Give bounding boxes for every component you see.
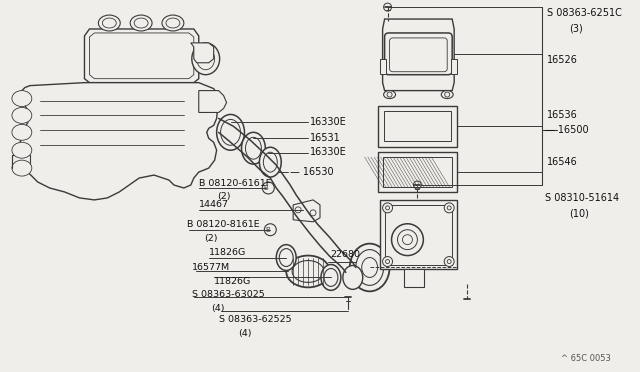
Text: S 08310-51614: S 08310-51614 (545, 193, 619, 203)
Ellipse shape (217, 115, 244, 150)
Polygon shape (12, 155, 30, 168)
Circle shape (262, 182, 275, 194)
Bar (404, 269, 424, 287)
Circle shape (444, 203, 454, 213)
Ellipse shape (130, 15, 152, 31)
Text: 16526: 16526 (547, 55, 577, 65)
Text: B: B (265, 227, 269, 233)
Polygon shape (293, 200, 320, 222)
Text: S 08363-6251C: S 08363-6251C (547, 8, 621, 18)
Text: ^ 65C 0053: ^ 65C 0053 (561, 355, 611, 363)
Text: — 16530: — 16530 (290, 167, 334, 177)
Bar (380, 59, 385, 74)
Circle shape (264, 224, 276, 236)
Text: 11826G: 11826G (214, 277, 251, 286)
Text: 16577M: 16577M (192, 263, 230, 272)
Text: 16536: 16536 (547, 110, 577, 121)
Ellipse shape (441, 91, 453, 99)
Bar (385, 205, 452, 264)
Ellipse shape (259, 147, 281, 177)
Ellipse shape (12, 160, 32, 176)
Ellipse shape (383, 91, 396, 99)
Text: 22680: 22680 (330, 250, 360, 259)
Text: S 08363-62525: S 08363-62525 (219, 315, 291, 324)
Text: (10): (10) (570, 209, 589, 219)
Polygon shape (191, 43, 214, 63)
Ellipse shape (343, 266, 363, 289)
Ellipse shape (192, 43, 220, 75)
Text: 16546: 16546 (547, 157, 577, 167)
Ellipse shape (162, 15, 184, 31)
Text: (2): (2) (217, 192, 230, 201)
Ellipse shape (276, 245, 296, 270)
Text: B 08120-6161F: B 08120-6161F (199, 179, 271, 187)
Text: 16330E: 16330E (310, 118, 347, 127)
Polygon shape (199, 91, 227, 112)
Circle shape (392, 224, 423, 256)
Text: S 08363-63025: S 08363-63025 (192, 290, 264, 299)
Bar (378, 106, 457, 147)
Text: (3): (3) (570, 24, 583, 34)
Text: — 16500: — 16500 (545, 125, 588, 135)
Ellipse shape (350, 244, 390, 291)
Circle shape (444, 257, 454, 266)
Text: (2): (2) (204, 234, 217, 243)
Ellipse shape (12, 108, 32, 124)
Text: 11826G: 11826G (209, 248, 246, 257)
Ellipse shape (286, 256, 330, 287)
Polygon shape (84, 29, 199, 83)
Text: 16531: 16531 (310, 133, 341, 143)
Polygon shape (20, 83, 219, 200)
Ellipse shape (12, 91, 32, 106)
Text: (4): (4) (239, 328, 252, 337)
Ellipse shape (99, 15, 120, 31)
Text: 16330E: 16330E (310, 147, 347, 157)
Circle shape (383, 257, 392, 266)
Text: B: B (263, 185, 268, 191)
Bar (380, 200, 457, 269)
Ellipse shape (241, 132, 266, 164)
Bar (383, 157, 452, 187)
Ellipse shape (321, 264, 341, 291)
Text: 14467: 14467 (199, 201, 228, 209)
Bar (451, 59, 457, 74)
Bar (383, 112, 451, 141)
Ellipse shape (12, 142, 32, 158)
Bar (378, 152, 457, 192)
Circle shape (383, 203, 392, 213)
Polygon shape (383, 19, 454, 91)
Text: B 08120-8161E: B 08120-8161E (187, 220, 259, 229)
FancyBboxPatch shape (385, 33, 452, 75)
Ellipse shape (12, 124, 32, 140)
Text: (4): (4) (211, 304, 224, 313)
